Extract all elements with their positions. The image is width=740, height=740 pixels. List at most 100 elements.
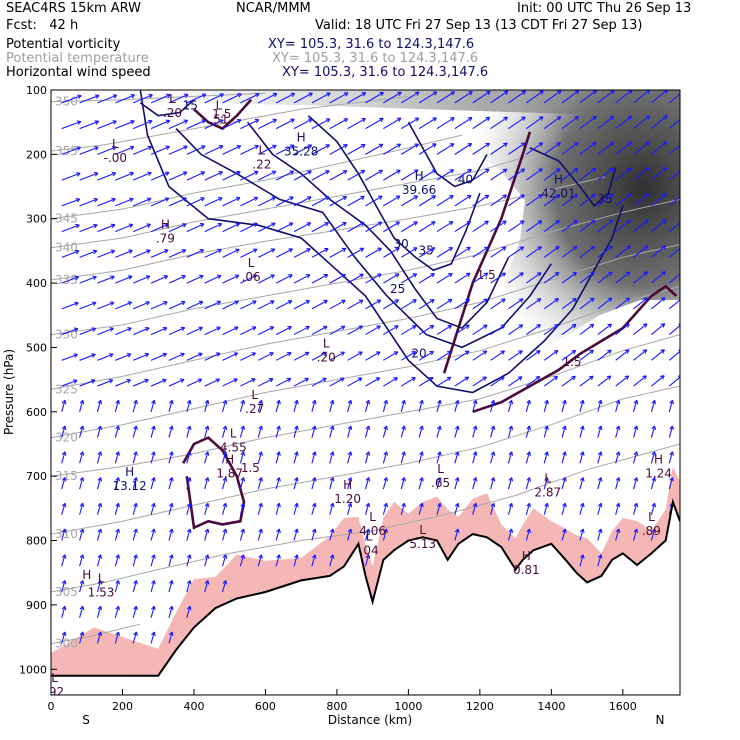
wind-vector [275,118,295,130]
wind-vector [633,528,639,541]
svg-text:L: L [251,388,258,402]
wind-vector [293,92,313,104]
wind-vector [204,222,223,233]
wind-vector [508,272,524,284]
wind-vector [329,425,335,438]
wind-vector [132,378,149,387]
wind-vector [400,91,420,104]
wind-vector [168,528,174,541]
wind-vector [508,298,524,310]
y-tick-label: 200 [26,148,47,161]
wind-vector [507,425,514,438]
wind-vector [293,325,310,336]
wind-vector [651,297,666,310]
wind-vector [150,93,171,104]
svg-text:.92: .92 [45,685,64,699]
wind-vector [382,528,389,541]
svg-text:1.20: 1.20 [334,492,361,506]
wind-contour-35-6 [529,147,617,208]
wind-vector [114,477,120,490]
wind-vector [114,425,120,438]
wind-vector [508,324,524,336]
wind-vector [79,94,100,104]
wind-vector [382,502,389,515]
wind-vector [508,376,523,387]
wind-vector [650,451,657,464]
wind-vector [204,171,223,181]
wind-label-35-4: 35 [419,243,434,257]
wind-vector [222,248,240,258]
wind-vector [668,93,680,104]
wind-vector [490,246,507,258]
wind-label-40-5: 40 [458,173,473,187]
wind-vector [490,220,507,233]
wind-vector [472,298,488,310]
wind-vector [365,351,381,361]
extremum-L-1: L.20 [163,92,182,120]
wind-vector [115,378,131,387]
extremum-L-2: L.51 [209,98,228,126]
extremum-H-14: H1.20 [334,478,361,506]
wind-vector [382,477,389,490]
wind-vector [293,144,313,155]
wind-vector [204,274,222,284]
wind-vector [329,325,346,336]
svg-text:L: L [112,137,119,151]
wind-vector [61,425,67,438]
wind-vector [132,223,151,233]
wind-vector [79,605,85,618]
wind-vector [132,554,138,567]
pv-label-0: 1.5 [212,107,231,121]
wind-vector [561,399,567,412]
wind-vector [490,451,496,464]
wind-vector [329,170,348,181]
wind-vector [561,90,580,104]
wind-vector [543,323,559,336]
wind-vector [490,399,496,412]
wind-vector [543,194,561,207]
theta-label-315: 315 [55,469,78,483]
wind-vector [311,299,328,310]
wind-vector [329,247,347,258]
wind-vector [454,272,471,284]
wind-vector [525,425,531,438]
wind-vector [490,272,506,284]
extremum-H-13: H1.87 [216,452,243,480]
svg-text:42.01: 42.01 [541,186,575,200]
wind-vector [150,451,156,464]
wind-vector [633,115,650,130]
wind-vector [222,144,242,155]
wind-vector [490,298,506,310]
svg-text:L: L [216,98,223,112]
wind-vector [508,142,526,155]
wind-vector [365,377,381,387]
wind-vector [168,171,188,181]
wind-vector [651,141,668,155]
wind-vector [365,299,382,310]
wind-vector [615,219,631,233]
wind-vector [365,273,382,284]
extremum-L-21: L.89 [642,510,661,538]
y-tick-label: 500 [26,341,47,354]
wind-vector [597,399,603,412]
wind-vector [633,245,649,258]
wind-vector [311,377,327,387]
wind-vector [96,425,103,438]
theta-label-345: 345 [55,212,78,226]
wind-vector [132,93,153,104]
wind-vector [543,349,559,361]
wind-vector [400,425,406,438]
wind-vector [526,272,542,284]
wind-vector [579,349,594,361]
wind-vector [114,631,120,644]
wind-vector [561,297,577,310]
wind-vector [311,425,317,438]
wind-vector [597,193,614,207]
wind-vector [472,425,478,438]
wind-vector [597,141,615,155]
svg-text:L: L [51,671,58,685]
wind-vector [651,167,668,181]
wind-vector [311,118,331,130]
wind-vector [364,502,371,515]
wind-vector [61,249,80,258]
